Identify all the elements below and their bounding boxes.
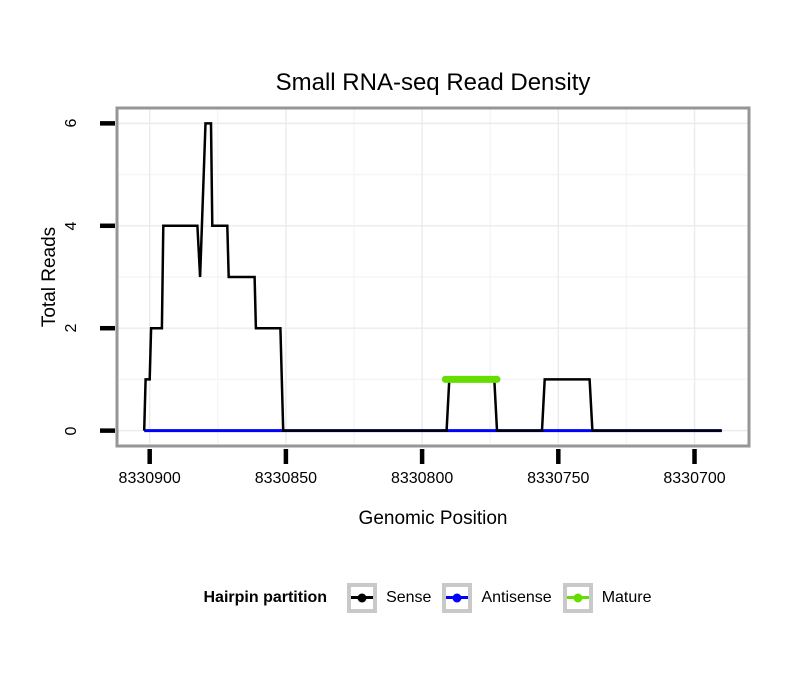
chart-title: Small RNA-seq Read Density (275, 69, 591, 96)
y-axis-title: Total Reads (39, 226, 60, 328)
y-tick-label: 6 (63, 118, 80, 128)
x-tick-label: 8330700 (663, 470, 726, 487)
y-tick-label: 4 (63, 221, 80, 231)
legend-label-antisense: Antisense (481, 588, 552, 606)
legend-key-dot (452, 593, 462, 602)
legend-title: Hairpin partition (203, 588, 328, 606)
legend-key-antisense-icon (442, 582, 473, 613)
legend-label-sense: Sense (386, 588, 432, 606)
legend-key-mature-icon (562, 582, 593, 613)
sense-line (142, 122, 722, 432)
legend-item-sense: Sense (347, 582, 432, 613)
panel-border (115, 106, 751, 448)
legend-label-mature: Mature (601, 588, 652, 606)
legend: Hairpin partition Sense Antisense Mature (117, 582, 749, 613)
x-axis-title: Genomic Position (358, 508, 508, 529)
legend-key-dot (573, 593, 583, 602)
x-tick-label: 8330850 (254, 470, 318, 487)
y-tick-label: 0 (63, 426, 80, 436)
legend-key-dot (357, 593, 367, 602)
x-tick-label: 8330750 (527, 470, 590, 487)
legend-key-sense-icon (347, 582, 378, 613)
x-tick-label: 8330900 (118, 470, 181, 487)
y-tick-label: 2 (63, 323, 80, 333)
legend-item-antisense: Antisense (442, 582, 552, 613)
x-tick-label: 8330800 (390, 470, 454, 487)
legend-item-mature: Mature (562, 582, 652, 613)
